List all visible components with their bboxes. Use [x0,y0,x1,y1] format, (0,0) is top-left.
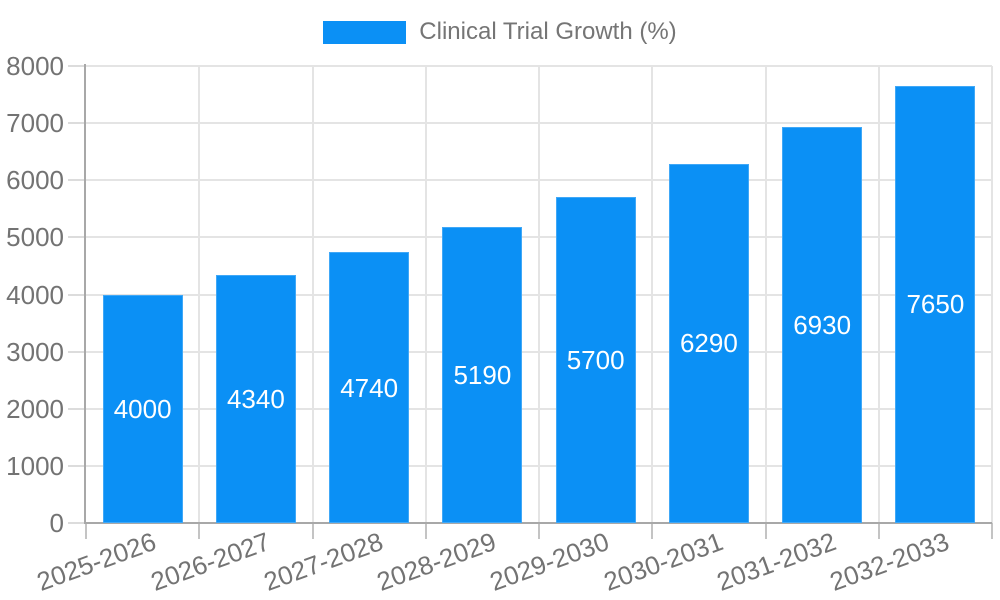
y-axis-tick [68,293,86,296]
bar-value-label: 5700 [566,345,625,376]
bar-value-label: 4740 [340,372,399,403]
y-axis-label: 6000 [6,165,64,196]
bar-value-label: 4340 [226,384,285,415]
y-axis-tick [68,464,86,467]
x-axis-label: 2028-2029 [372,526,500,597]
x-axis-tick [877,523,880,539]
bar-value-label: 6930 [793,310,852,341]
bar[interactable]: 5700 [555,197,636,523]
x-axis-tick [311,523,314,539]
y-axis-tick [68,350,86,353]
bar[interactable]: 4000 [102,294,183,523]
y-axis-label: 8000 [6,51,64,81]
bar[interactable]: 4340 [215,275,296,523]
x-axis-tick [991,523,993,539]
bar[interactable]: 7650 [895,85,976,523]
bar[interactable]: 5190 [442,226,523,523]
bar[interactable]: 6290 [668,163,749,523]
bar-value-label: 6290 [679,328,738,359]
x-axis-label: 2030-2031 [599,526,727,597]
y-axis-label: 4000 [6,279,64,310]
y-axis-tick [68,407,86,410]
x-axis-label: 2027-2028 [259,526,387,597]
x-axis-label: 2032-2033 [825,526,953,597]
bar-value-label: 5190 [453,359,512,390]
x-axis-tick [85,523,87,539]
bar[interactable]: 4740 [329,252,410,523]
bar-value-label: 7650 [906,289,965,320]
x-gridline [651,66,654,523]
x-axis-tick [198,523,201,539]
legend[interactable]: Clinical Trial Growth (%) [0,19,1000,45]
y-axis-label: 5000 [6,222,64,253]
y-axis-tick [68,179,86,182]
x-gridline [991,66,993,523]
bar[interactable]: 6930 [782,127,863,523]
y-axis-line [84,64,86,523]
y-axis-tick [68,236,86,239]
x-gridline [877,66,880,523]
y-axis-label: 1000 [6,450,64,481]
x-gridline [764,66,767,523]
legend-label: Clinical Trial Growth (%) [419,18,677,45]
legend-swatch-icon [323,20,407,44]
x-gridline [424,66,427,523]
y-axis-label: 3000 [6,336,64,367]
x-axis-label: 2025-2026 [33,526,161,597]
x-gridline [311,66,314,523]
y-axis-tick [68,122,86,125]
x-axis-tick [424,523,427,539]
x-gridline [538,66,540,523]
x-axis-line [84,522,992,524]
x-axis-label: 2029-2030 [486,526,614,597]
x-gridline [198,66,201,523]
x-axis-tick [651,523,654,539]
x-axis-tick [538,523,540,539]
x-axis-label: 2026-2027 [146,526,274,597]
y-axis-tick [68,522,86,524]
y-axis-label: 2000 [6,393,64,424]
y-axis-label: 0 [49,508,64,538]
x-axis-tick [764,523,767,539]
bar-value-label: 4000 [113,393,172,424]
y-axis-tick [68,65,86,67]
x-axis-label: 2031-2032 [712,526,840,597]
y-axis-label: 7000 [6,108,64,139]
